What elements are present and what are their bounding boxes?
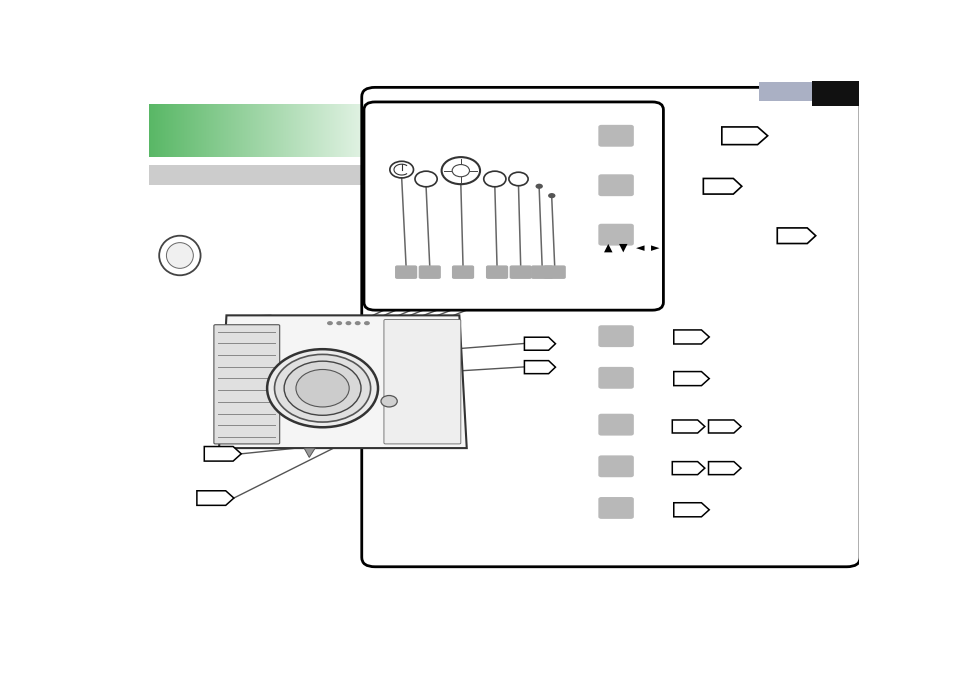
FancyBboxPatch shape [452,266,474,279]
FancyBboxPatch shape [598,497,633,519]
Polygon shape [673,372,708,385]
Polygon shape [672,420,704,433]
Bar [758,82,811,101]
Circle shape [267,349,377,427]
Polygon shape [673,330,708,344]
FancyBboxPatch shape [598,456,633,477]
Circle shape [274,354,370,422]
Polygon shape [304,448,314,458]
FancyBboxPatch shape [418,266,440,279]
Polygon shape [219,315,466,448]
Polygon shape [708,462,740,475]
Polygon shape [524,360,555,374]
Text: ▼: ▼ [618,243,627,253]
Polygon shape [673,503,708,516]
Ellipse shape [159,236,200,275]
Circle shape [327,321,333,325]
FancyBboxPatch shape [485,266,508,279]
FancyBboxPatch shape [383,320,460,444]
Bar [149,166,389,185]
FancyBboxPatch shape [213,324,279,444]
Circle shape [547,193,555,198]
Circle shape [345,321,351,325]
Circle shape [380,395,396,407]
Text: ◄: ◄ [636,243,644,253]
FancyBboxPatch shape [395,266,416,279]
Polygon shape [777,228,815,243]
FancyBboxPatch shape [598,367,633,389]
Text: ▲: ▲ [604,243,613,253]
Polygon shape [708,420,740,433]
Circle shape [535,184,542,189]
Polygon shape [524,337,555,350]
Circle shape [295,370,349,407]
Circle shape [355,321,360,325]
Polygon shape [702,178,741,194]
FancyBboxPatch shape [531,266,553,279]
Polygon shape [196,491,233,506]
FancyBboxPatch shape [364,102,662,310]
Polygon shape [204,447,241,461]
FancyBboxPatch shape [598,325,633,347]
FancyBboxPatch shape [543,266,565,279]
Polygon shape [721,127,767,145]
Bar [811,81,858,106]
Circle shape [364,321,370,325]
Ellipse shape [166,243,193,268]
FancyBboxPatch shape [509,266,531,279]
FancyBboxPatch shape [598,174,633,196]
FancyBboxPatch shape [598,224,633,245]
Circle shape [335,321,342,325]
Polygon shape [672,462,704,475]
Text: ►: ► [650,243,659,253]
Circle shape [284,361,360,415]
FancyBboxPatch shape [598,125,633,147]
FancyBboxPatch shape [598,414,633,435]
